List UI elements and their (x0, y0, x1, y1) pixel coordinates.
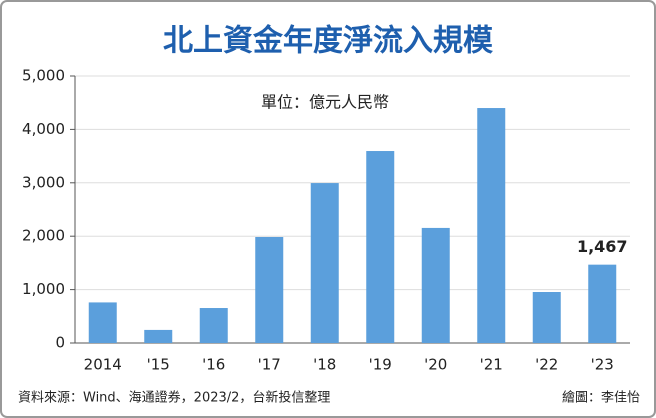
y-tick-label: 5,000 (22, 67, 65, 85)
bar (588, 264, 617, 343)
y-tick-label: 0 (55, 334, 65, 352)
x-tick-label: '20 (424, 356, 447, 374)
bar (199, 308, 228, 343)
bar (255, 237, 284, 343)
y-tick-label: 4,000 (22, 120, 65, 138)
x-tick-label: '19 (369, 356, 392, 374)
x-tick-label: '15 (147, 356, 170, 374)
credit-note: 繪圖：李佳怡 (562, 390, 640, 406)
y-tick-label: 3,000 (22, 173, 65, 191)
y-tick-label: 1,000 (22, 280, 65, 298)
chart-title: 北上資金年度淨流入規模 (163, 24, 493, 59)
x-tick-label: '23 (591, 356, 614, 374)
bar (421, 227, 450, 343)
bar (144, 329, 173, 343)
bar (88, 302, 117, 343)
value-label: 1,467 (577, 237, 628, 256)
source-note: 資料來源：Wind、海通證券，2023/2，台新投信整理 (18, 390, 330, 406)
chart-subtitle: 單位：億元人民幣 (261, 93, 389, 112)
bar (310, 183, 339, 343)
x-tick-label: '21 (480, 356, 503, 374)
bar (532, 292, 561, 343)
x-tick-label: '18 (313, 356, 336, 374)
bar (477, 108, 506, 343)
x-tick-label: 2014 (84, 356, 122, 374)
x-tick-label: '17 (258, 356, 281, 374)
y-tick-label: 2,000 (22, 227, 65, 245)
x-tick-label: '16 (202, 356, 225, 374)
x-tick-label: '22 (535, 356, 558, 374)
bar (366, 151, 395, 343)
